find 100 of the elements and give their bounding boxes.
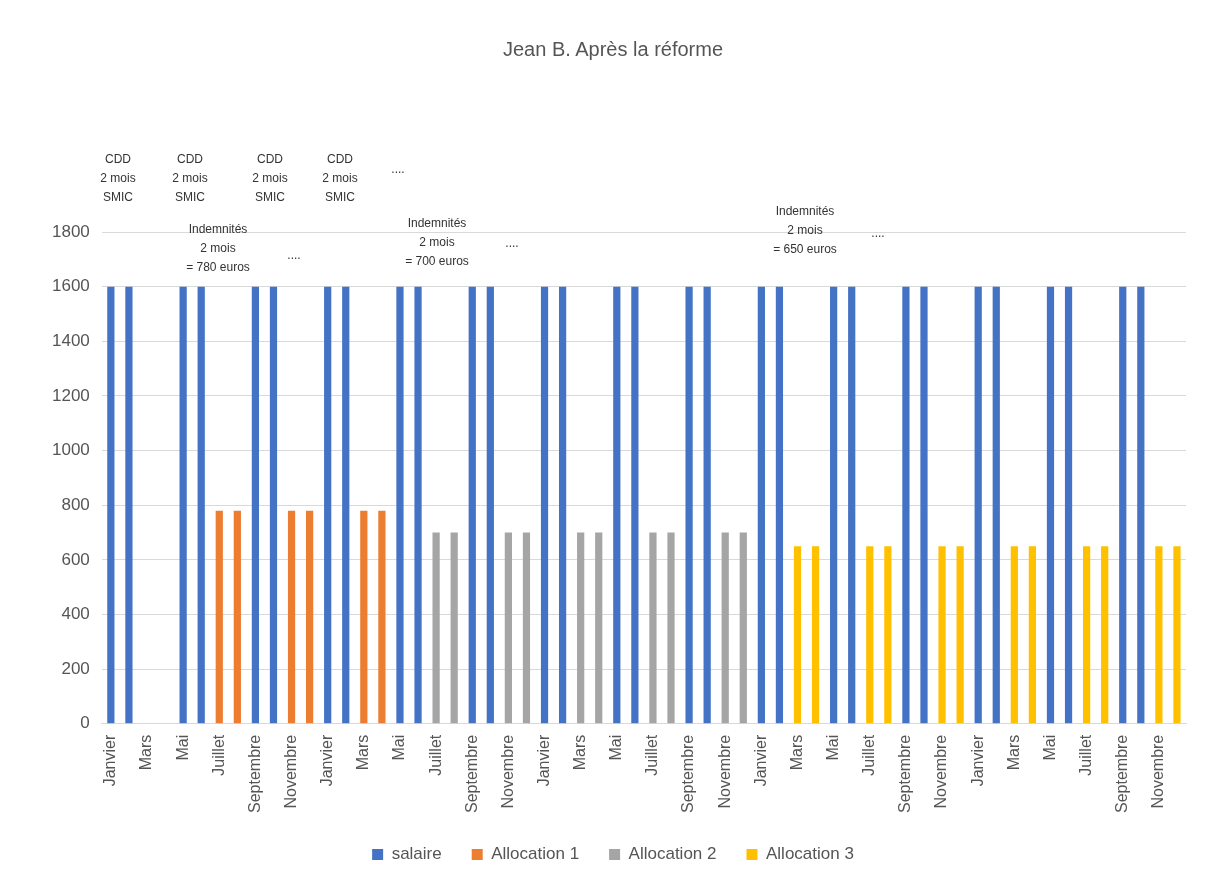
chart-title: Jean B. Après la réforme	[502, 37, 724, 60]
x-tick-label: Novembre	[498, 734, 516, 809]
bar	[486, 286, 494, 724]
bar	[775, 286, 784, 724]
bar	[269, 286, 278, 724]
bar	[558, 286, 567, 724]
bar	[1155, 546, 1163, 724]
bar	[522, 532, 531, 724]
y-tick-label: 1400	[51, 330, 90, 350]
y-tick-label: 1800	[51, 221, 90, 241]
y-tick-label: 600	[61, 549, 90, 569]
x-tick-label: Novembre	[715, 734, 733, 809]
bar	[360, 510, 368, 724]
legend-label: Allocation 3	[765, 844, 854, 864]
text: ....	[391, 162, 405, 177]
bar	[920, 286, 928, 724]
bar	[125, 286, 133, 724]
bar	[1064, 286, 1073, 724]
bar	[721, 532, 729, 724]
x-tick-label: Mai	[1040, 734, 1058, 761]
x-tick-label: Janvier	[968, 734, 986, 787]
bar	[938, 546, 946, 724]
x-tick-label: Novembre	[281, 734, 299, 809]
text: CDD 2 mois SMIC	[252, 152, 288, 205]
bar	[179, 286, 187, 724]
bar	[884, 546, 892, 724]
annotation: Indemnités 2 mois = 780 euros	[186, 222, 250, 275]
bar	[251, 286, 260, 724]
y-tick-label: 1600	[51, 276, 90, 296]
bar	[1028, 546, 1037, 724]
x-tick-label: Janvier	[101, 734, 119, 787]
x-tick-label: Mai	[390, 734, 408, 761]
bar	[1010, 546, 1018, 724]
bar	[703, 286, 711, 724]
bar	[342, 286, 350, 724]
bar	[287, 510, 296, 724]
y-tick-label: 200	[61, 658, 90, 678]
bar	[1119, 286, 1127, 724]
bar	[414, 286, 422, 724]
bar	[396, 286, 404, 724]
bar	[107, 286, 115, 724]
legend-label: Allocation 2	[628, 844, 717, 864]
x-tick-label: Novembre	[1149, 734, 1167, 809]
x-tick-label: Mars	[571, 734, 589, 771]
bar	[811, 546, 820, 724]
bar	[992, 286, 1000, 724]
bar	[830, 286, 838, 724]
bar	[685, 286, 693, 724]
bar	[595, 532, 603, 724]
annotation: Indemnités 2 mois = 700 euros	[405, 216, 469, 269]
bar	[631, 286, 639, 724]
x-tick-label: Septembre	[679, 734, 697, 813]
x-tick-label: Janvier	[318, 734, 336, 787]
text: CDD 2 mois SMIC	[322, 152, 358, 205]
x-tick-label: Juillet	[209, 734, 227, 776]
bar	[233, 510, 241, 724]
bar	[504, 532, 512, 724]
x-tick-label: Mai	[824, 734, 842, 761]
x-tick-label: Mars	[787, 734, 805, 771]
bar	[1083, 546, 1091, 724]
y-tick-label: 1200	[51, 385, 90, 405]
x-tick-label: Juillet	[643, 734, 661, 776]
bar	[215, 510, 223, 724]
bar	[757, 286, 765, 724]
bar	[432, 532, 440, 724]
x-tick-label: Mars	[1004, 734, 1022, 771]
bar	[649, 532, 657, 724]
bar	[450, 532, 458, 724]
bar	[468, 286, 476, 724]
x-tick-label: Juillet	[426, 734, 444, 776]
y-tick-label: 800	[61, 494, 90, 514]
x-tick-label: Janvier	[534, 734, 552, 787]
bar	[1137, 286, 1145, 724]
x-tick-label: Mai	[173, 734, 191, 761]
bar	[667, 532, 675, 724]
annotation: Indemnités 2 mois = 650 euros	[773, 204, 837, 257]
y-tick-label: 400	[61, 604, 90, 624]
bar	[793, 546, 802, 724]
bar	[866, 546, 874, 724]
x-tick-label: Mars	[137, 734, 155, 771]
x-tick-label: Septembre	[1113, 734, 1131, 813]
bar	[197, 286, 205, 724]
x-tick-label: Juillet	[1077, 734, 1095, 776]
x-tick-label: Septembre	[245, 734, 263, 813]
bar	[1173, 546, 1181, 724]
text: CDD 2 mois SMIC	[172, 152, 208, 205]
y-tick-label: 0	[80, 713, 90, 733]
bar	[1046, 286, 1055, 724]
x-tick-label: Septembre	[462, 734, 480, 813]
bar	[540, 286, 549, 724]
legend-label: Allocation 1	[491, 844, 580, 864]
annotation: ....	[871, 226, 885, 241]
x-tick-label: Mai	[607, 734, 625, 761]
bar	[1101, 546, 1109, 724]
bar	[956, 546, 964, 724]
bar	[324, 286, 332, 724]
bar	[848, 286, 856, 724]
bar	[613, 286, 621, 724]
legend-label: salaire	[391, 844, 442, 864]
bar	[974, 286, 982, 724]
